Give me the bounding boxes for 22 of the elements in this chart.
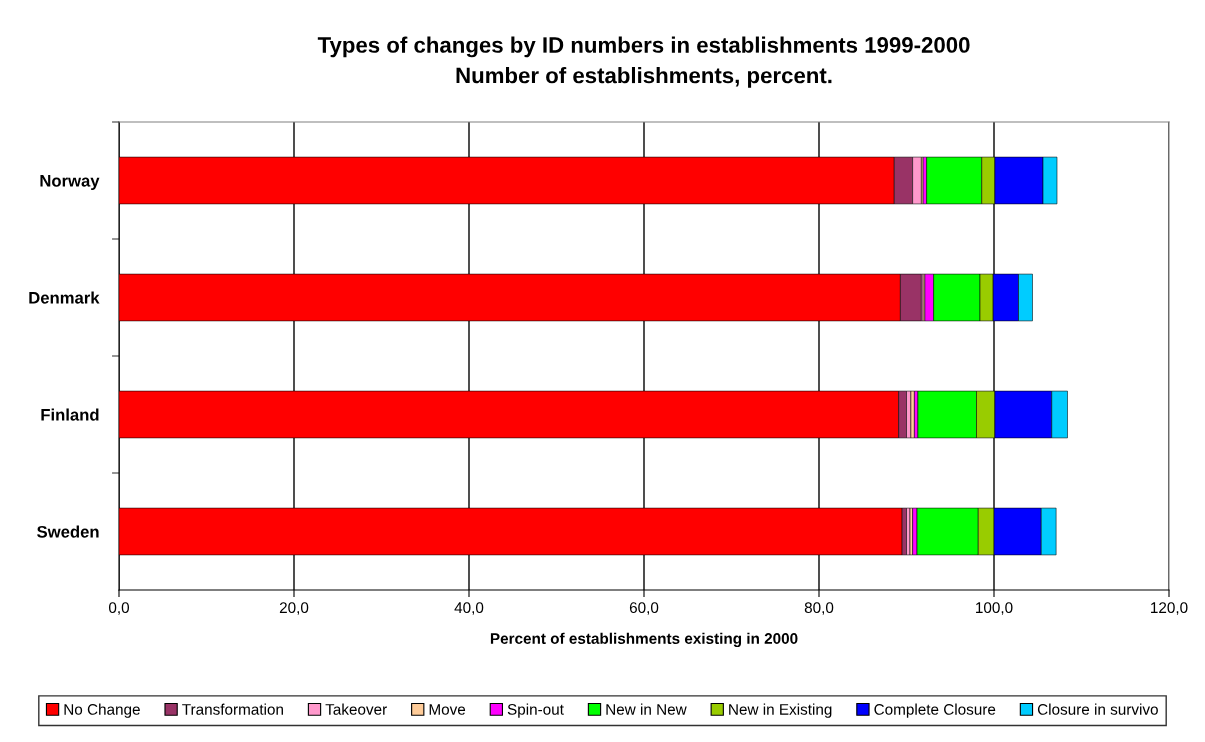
legend-label: Move	[429, 704, 466, 715]
y-tick-label: Denmark	[29, 291, 100, 304]
legend-label: Spin-out	[507, 703, 564, 718]
x-tick-label: 100,0	[976, 602, 1013, 615]
y-tick-label: Sweden	[37, 525, 99, 538]
legend-label: Complete Closure	[874, 703, 996, 718]
legend-label: New in New	[606, 703, 687, 715]
x-tick-label: 20,0	[279, 602, 309, 615]
x-tick-label: 0,0	[108, 602, 130, 615]
legend-label: New in Existing	[729, 703, 832, 718]
chart-title: Types of changes by ID numbers in establishments 1999-2000 Number of establishments, percent.	[317, 36, 970, 88]
legend-label: Closure in survivo	[1037, 703, 1158, 715]
legend-label: No Change	[64, 703, 140, 718]
legend-label: Transformation	[182, 703, 283, 715]
y-tick-label: Norway	[40, 175, 100, 190]
x-tick-label: 40,0	[454, 602, 484, 615]
y-tick-label: Finland	[41, 408, 99, 421]
x-tick-label: 80,0	[804, 602, 834, 615]
x-axis-title: Percent of establishments existing in 2000	[490, 632, 798, 648]
x-tick-label: 60,0	[629, 602, 659, 615]
legend-label: Takeover	[325, 703, 387, 715]
x-tick-label: 120,0	[1151, 602, 1188, 615]
